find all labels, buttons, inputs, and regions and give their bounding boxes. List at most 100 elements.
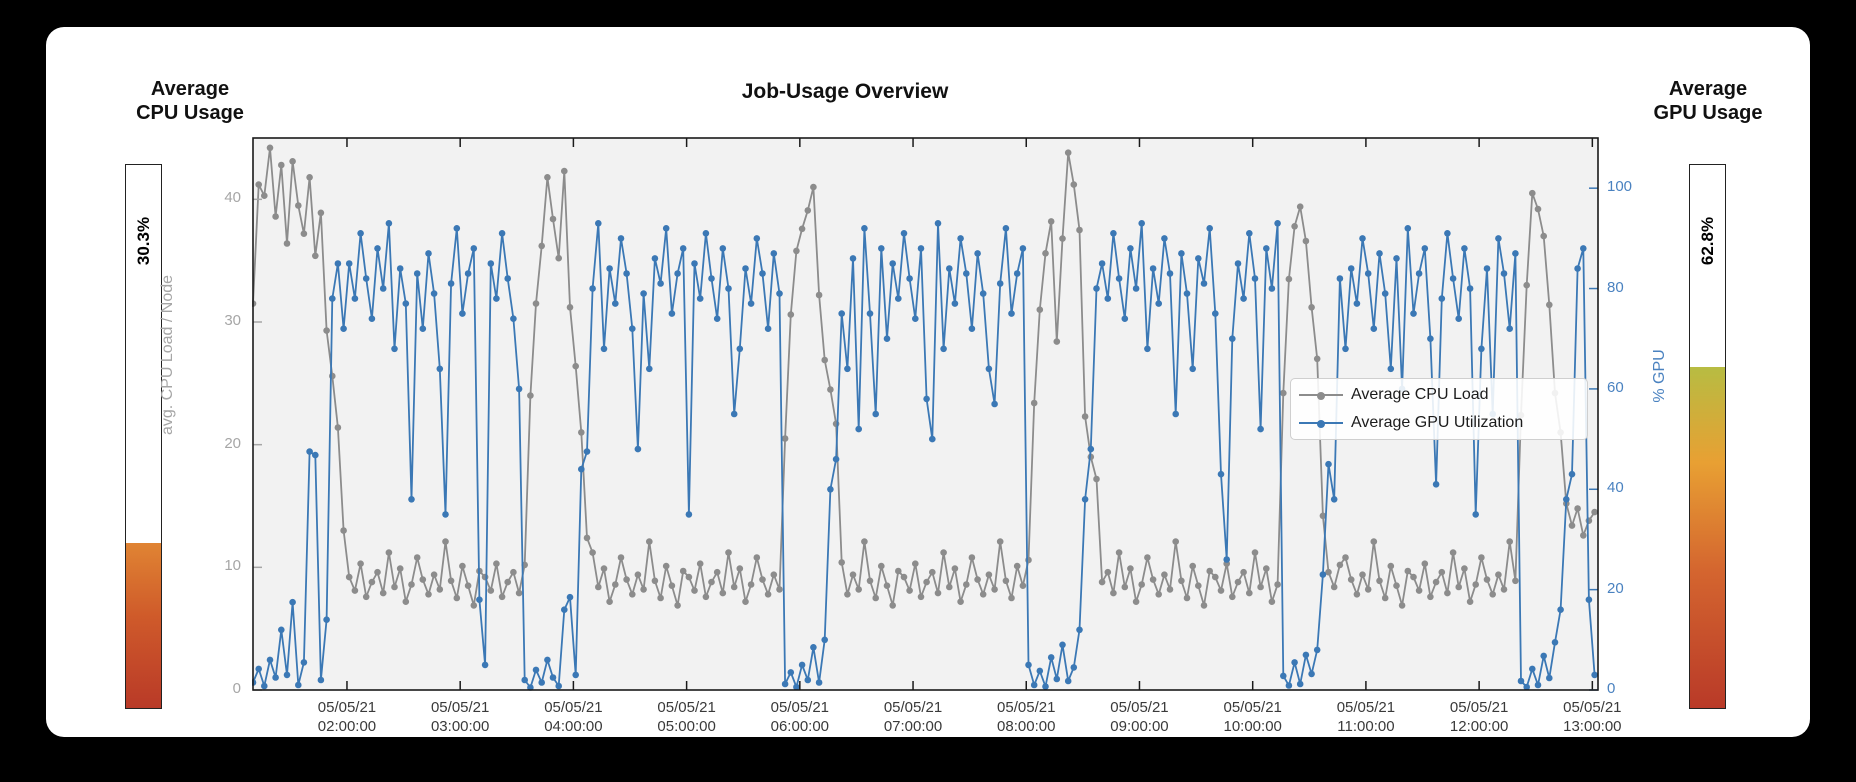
data-point [606,598,613,605]
data-point [617,554,625,561]
data-point [1138,581,1145,588]
data-point [498,230,506,237]
data-point [1381,594,1389,602]
x-tick-label: 05/05/21 08:00:00 [966,698,1086,736]
data-point [600,345,608,353]
data-point [646,538,653,545]
x-tick-label: 05/05/21 02:00:00 [287,698,407,736]
data-point [1178,250,1185,257]
data-point [1404,225,1412,232]
data-point [1149,265,1157,272]
data-point [1104,295,1112,302]
data-point [572,362,579,370]
data-point [1296,680,1304,688]
data-point [1019,245,1027,252]
data-point [702,230,710,237]
data-point [555,254,562,262]
data-point [1030,681,1038,689]
data-point [940,345,947,353]
data-point [691,587,698,594]
data-point [793,683,800,691]
data-point [493,560,500,567]
x-tick-label: 05/05/21 13:00:00 [1532,698,1652,736]
data-point [606,265,613,272]
data-point [317,209,325,217]
data-point [951,565,959,572]
data-point [1183,290,1191,297]
data-point [464,582,472,589]
data-point [1263,565,1270,572]
right-tick-label: 80 [1607,278,1624,296]
data-point [1381,290,1389,297]
data-point [278,626,285,634]
data-point [1308,670,1315,678]
data-point [940,549,947,556]
data-point [855,425,862,433]
x-tick-time: 06:00:00 [770,718,830,735]
data-point [968,325,976,333]
data-point [1115,549,1123,556]
data-point [1234,578,1242,586]
data-point [764,325,772,333]
legend-label-cpu: Average CPU Load [1351,386,1489,403]
data-point [317,676,325,684]
data-point [493,295,500,302]
data-point [402,598,410,605]
data-point [459,310,466,317]
gpu-line [252,223,1596,690]
data-point [549,215,557,223]
data-point [934,589,942,597]
data-point [362,275,370,282]
data-point [504,275,512,282]
data-point [963,270,970,277]
data-point [1449,275,1457,282]
data-point [1421,560,1429,567]
data-point [1240,568,1247,576]
x-tick-label: 05/05/21 05:00:00 [627,698,747,736]
data-point [781,435,789,442]
data-point [1019,582,1027,589]
data-point [561,167,568,175]
data-point [1495,571,1502,578]
data-point [1483,265,1491,272]
data-point [1438,295,1446,302]
data-point [334,260,342,267]
gpu-gauge-fill [1690,367,1725,708]
data-point [979,591,987,598]
data-point [1313,646,1321,654]
data-point [855,586,862,593]
data-point [396,565,404,572]
data-point [708,275,715,282]
data-point [679,245,687,252]
data-point [883,335,891,343]
data-point [532,666,540,674]
x-tick-label: 05/05/21 07:00:00 [853,698,973,736]
data-point [1280,672,1287,680]
data-point [1359,235,1366,242]
data-point [1580,245,1587,252]
data-point [1500,270,1508,277]
data-point [1206,567,1213,575]
data-point [1591,671,1598,679]
data-point [872,410,879,418]
data-point [1308,304,1315,311]
data-point [1155,300,1162,307]
data-point [323,327,330,334]
data-point [600,565,608,572]
data-point [295,681,302,689]
data-point [770,571,778,578]
data-point [1285,275,1293,283]
data-point [923,578,930,586]
data-point [1398,602,1406,609]
data-point [685,511,693,518]
data-point [804,207,812,214]
data-point [651,577,659,585]
data-point [504,578,512,586]
data-point [793,247,800,255]
x-tick-date: 05/05/21 [1449,699,1509,716]
right-tick-label: 100 [1607,178,1633,196]
data-point [379,285,387,292]
data-point [1098,260,1106,267]
data-point [436,586,444,593]
data-point [1387,365,1395,373]
